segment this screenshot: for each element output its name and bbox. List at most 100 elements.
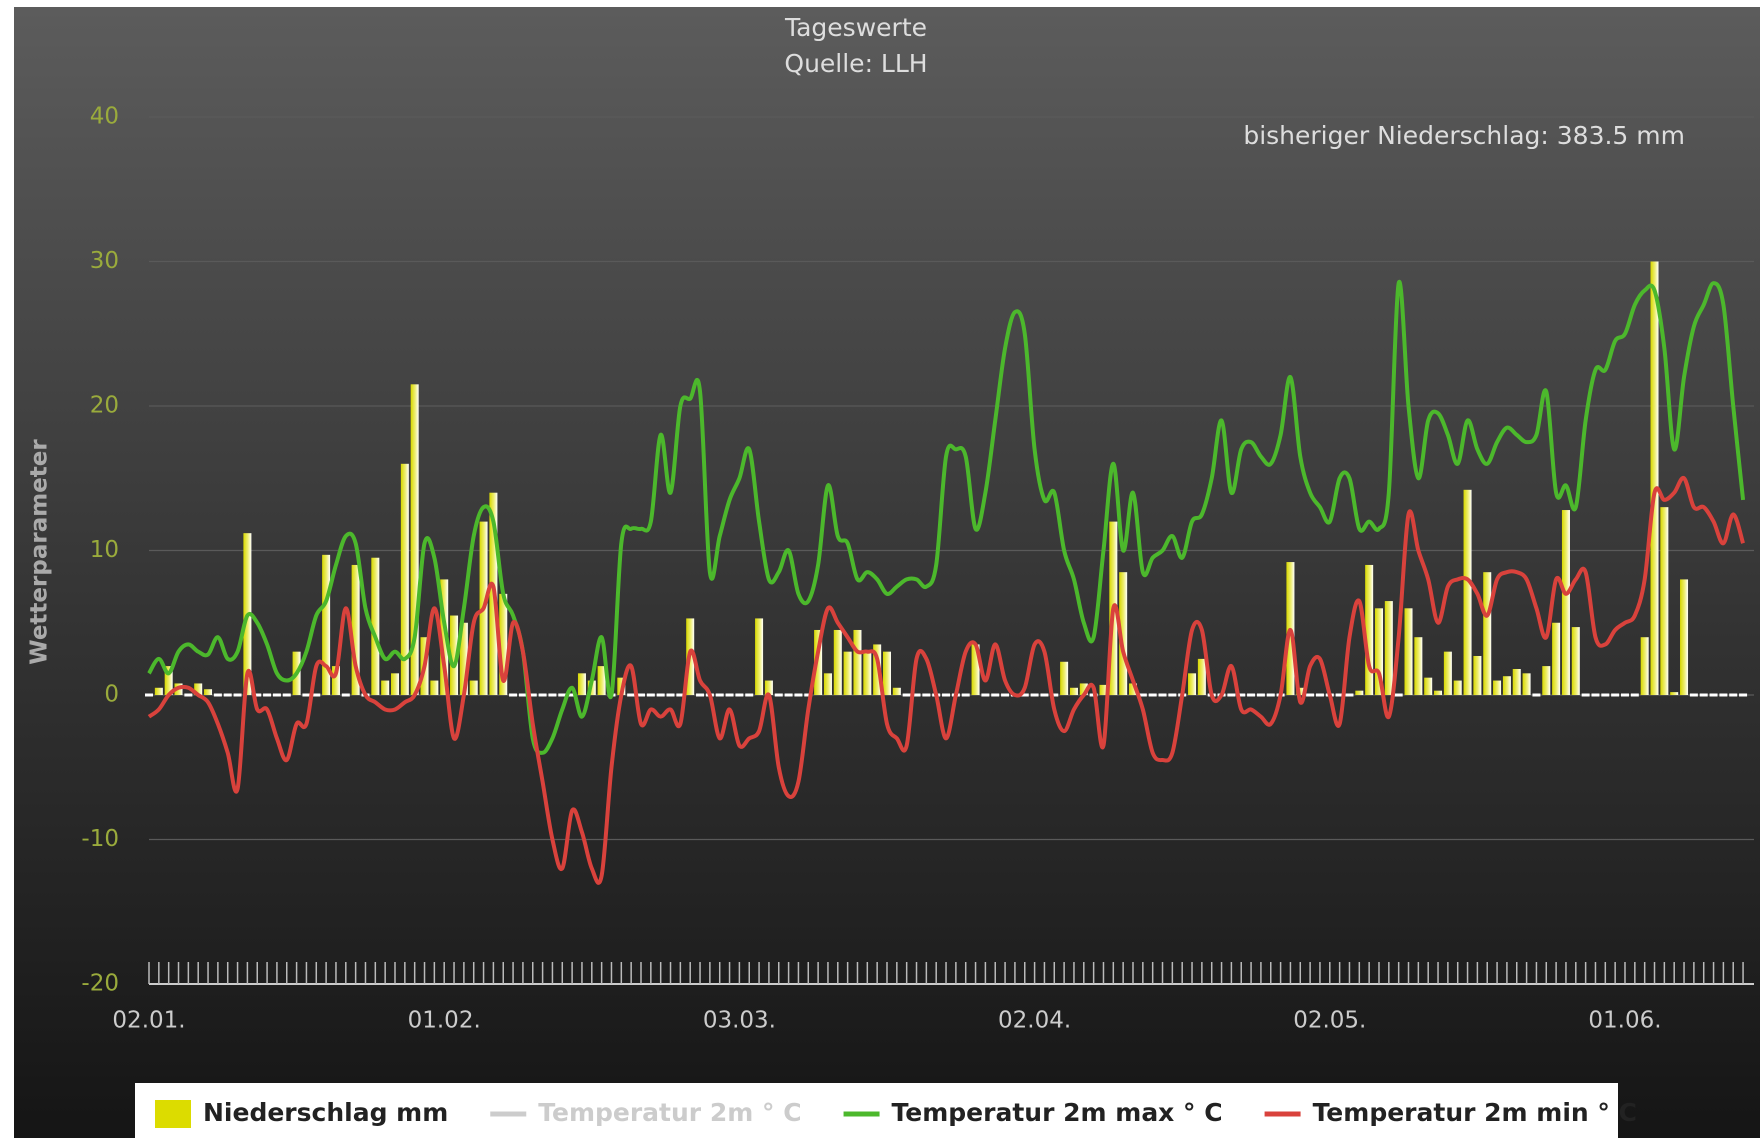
bar [774,693,783,697]
bar [282,693,291,697]
legend-label[interactable]: Temperatur 2m min ° C [1313,1098,1637,1127]
x-tick-label: 02.04. [998,1008,1071,1034]
legend-symbol[interactable] [155,1100,191,1128]
bar [1611,693,1620,697]
bar [381,680,390,695]
bar [1571,627,1580,695]
bar [1532,693,1541,697]
bar [804,693,813,697]
bar [794,693,803,697]
bar [1709,693,1718,697]
bar [1699,693,1708,697]
bar [646,693,655,697]
bar [784,693,793,697]
bar [1660,507,1669,695]
bar [1148,693,1157,697]
bar [331,666,340,695]
bar [253,693,262,697]
bar [1119,572,1128,695]
bar [371,557,380,695]
bar [459,622,468,695]
bar [1601,693,1610,697]
bar [1561,510,1570,695]
legend-label[interactable]: Temperatur 2m max ° C [892,1098,1223,1127]
bar [1030,693,1039,697]
bar [184,693,193,697]
annotation: bisheriger Niederschlag: 383.5 mm [1243,121,1685,150]
line [147,476,1745,885]
bar [1512,668,1521,695]
bar [1729,693,1738,697]
bar [322,554,331,695]
x-tick-label: 02.01. [112,1008,185,1034]
bar [1443,651,1452,695]
bar [538,693,547,697]
bar [882,651,891,695]
bar [1256,693,1265,697]
x-tick-label: 01.02. [408,1008,481,1034]
bar [450,615,459,695]
bar [528,693,537,697]
bar [764,680,773,695]
bar [823,673,832,695]
bar [1434,690,1443,695]
bar [912,693,921,697]
bar [430,680,439,695]
bar [518,693,527,697]
chart-title: Tageswerte [784,13,927,42]
bar [1493,680,1502,695]
bar [1128,683,1137,695]
bar [223,693,232,697]
line [147,279,1746,755]
bar [558,693,567,697]
bar [302,693,311,697]
bar [1069,687,1078,695]
bar [1266,693,1275,697]
bar [725,693,734,697]
bar [1050,693,1059,697]
bar [1188,673,1197,695]
bar [666,693,675,697]
bar [390,673,399,695]
bar [1060,661,1069,695]
bar [1404,608,1413,695]
bar [597,666,606,695]
bar [1463,489,1472,695]
bar [1197,658,1206,695]
bar [902,693,911,697]
bar [145,693,153,697]
bar [548,693,557,697]
x-tick-label: 01.06. [1588,1008,1661,1034]
x-tick-label: 02.05. [1293,1008,1366,1034]
bar [1335,693,1344,697]
bar [1591,693,1600,697]
bar [1306,693,1315,697]
bar [1640,637,1649,695]
y-tick-label: 0 [104,682,119,708]
bar [863,651,872,695]
bar [1296,687,1305,695]
bar [1158,693,1167,697]
bar [627,693,636,697]
bar [1424,677,1433,695]
bar [942,693,951,697]
bar [1581,693,1590,697]
y-tick-label: 20 [90,393,119,419]
legend-label[interactable]: Temperatur 2m ° C [538,1098,801,1127]
bar [509,693,518,697]
bar [1414,637,1423,695]
bar [1630,693,1639,697]
bar [833,629,842,695]
bar [1483,572,1492,695]
bar [1689,693,1698,697]
bar [656,693,665,697]
bar [263,693,272,697]
bar [1719,693,1728,697]
bar [440,579,449,695]
bar [961,693,970,697]
bar [971,644,980,695]
y-tick-label: 10 [90,537,119,563]
bar [1040,693,1049,697]
legend-label[interactable]: Niederschlag mm [203,1098,448,1127]
